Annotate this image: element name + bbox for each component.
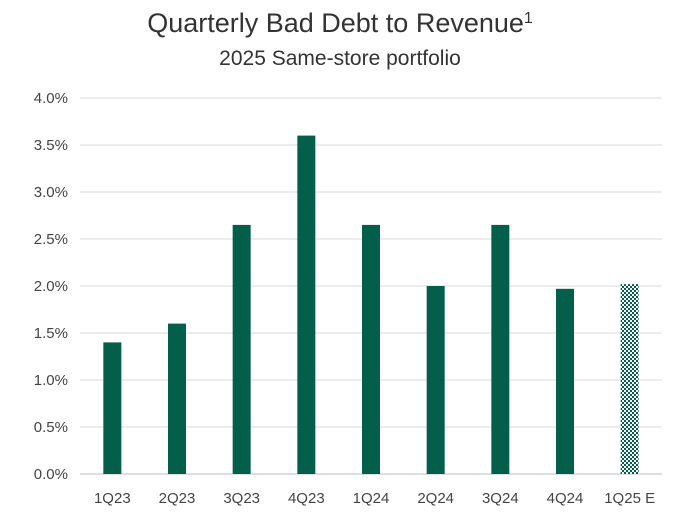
y-tick-label: 2.0% [34,278,68,295]
y-tick-label: 2.5% [34,231,68,248]
x-tick-label: 2Q24 [417,490,454,507]
x-tick-label: 1Q23 [94,490,131,507]
bar [103,342,122,474]
bar [426,286,445,474]
x-tick-label: 2Q23 [159,490,196,507]
bar [362,224,380,474]
x-tick-label: 4Q23 [288,490,325,507]
y-tick-label: 0.5% [34,419,68,436]
y-tick-label: 1.5% [34,325,68,342]
bar [556,288,574,474]
y-tick-label: 3.5% [34,137,68,154]
bar-estimate [620,284,639,474]
x-tick-label: 3Q24 [482,490,519,507]
bar [232,224,251,474]
bar [491,224,510,474]
title-footnote-marker: 1 [523,10,533,27]
x-tick-label: 4Q24 [547,490,584,507]
y-tick-label: 0.0% [34,466,68,483]
bar [168,323,186,474]
y-tick-label: 3.0% [34,184,68,201]
x-tick-label: 1Q25 E [604,490,655,507]
bar [297,135,316,474]
y-tick-label: 1.0% [34,372,68,389]
chart-title: Quarterly Bad Debt to Revenue1 [147,8,533,38]
chart-subtitle: 2025 Same-store portfolio [219,47,461,70]
x-tick-label: 1Q24 [353,490,390,507]
y-tick-label: 4.0% [34,90,68,107]
x-tick-label: 3Q23 [223,490,260,507]
